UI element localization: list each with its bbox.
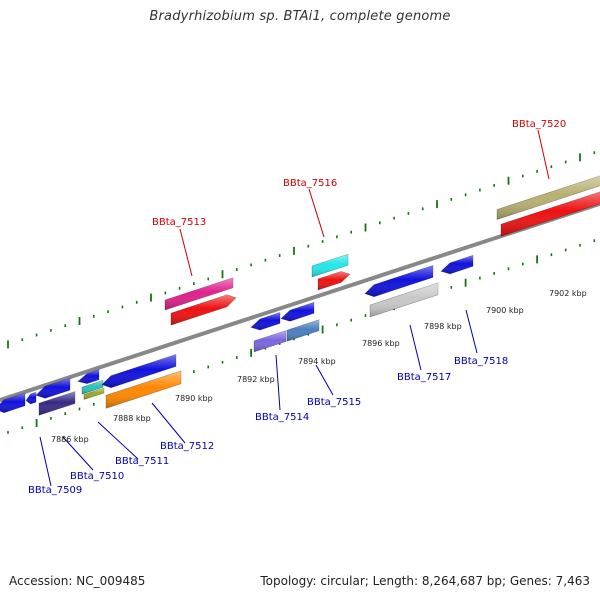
callout-bbta-7516-line <box>308 188 325 238</box>
callout-bbta-7512-label: BBta_7512 <box>160 441 214 452</box>
gene-bbta-7511-b-shading <box>84 388 104 400</box>
callout-bbta-7512-line <box>151 402 186 444</box>
gene-bbta-7517-a-shading <box>365 265 433 297</box>
gene-bbta-7520-cds-shading <box>501 191 600 237</box>
callout-bbta-7510-label: BBta_7510 <box>70 471 124 482</box>
scale-label-7888-kbp: 7888 kbp <box>113 414 151 423</box>
gene-bbta-7516-cds-shading <box>318 271 350 290</box>
gene-bbta-7514-shading <box>254 330 286 352</box>
callout-bbta-7509-label: BBta_7509 <box>28 485 82 496</box>
gene-bbta-7518-shading <box>441 255 473 274</box>
map-title: Bradyrhizobium sp. BTAi1, complete genom… <box>149 9 451 24</box>
callout-bbta-7513-line <box>179 228 193 277</box>
gene-bbta-7515-a-shading <box>281 302 314 322</box>
gene-features <box>0 175 600 416</box>
gene-bbta-7513-cds-shading <box>171 294 236 326</box>
gene-bbta-7510-shading <box>39 391 75 416</box>
scale-label-7890-kbp: 7890 kbp <box>175 394 213 403</box>
scale-label-7886-kbp: 7886 kbp <box>51 435 89 444</box>
scale-label-7900-kbp: 7900 kbp <box>486 306 524 315</box>
callout-bbta-7511-line <box>97 421 139 460</box>
gene-bbta-7508-shading <box>0 392 25 413</box>
callout-bbta-7514-label: BBta_7514 <box>255 412 309 423</box>
callout-bbta-7520-label: BBta_7520 <box>512 119 566 130</box>
gene-bbta-7511-c-shading <box>102 354 176 388</box>
gene-bbta-7514-a-shading <box>251 312 280 330</box>
scale-label-7896-kbp: 7896 kbp <box>362 339 400 348</box>
scale-labels: 7886 kbp 7888 kbp 7890 kbp 7892 kbp 7894 kbp… <box>51 289 587 444</box>
callout-bbta-7520-line <box>537 129 550 180</box>
callout-bbta-7517-line <box>409 324 422 371</box>
gene-bbta-7516-shading <box>312 254 348 277</box>
gene-bbta-7517-shading <box>370 282 438 317</box>
callout-bbta-7518-label: BBta_7518 <box>454 356 508 367</box>
gene-bbta-7509-a-shading <box>26 392 36 404</box>
callout-bbta-7513-label: BBta_7513 <box>152 217 206 228</box>
gene-bbta-7515-shading <box>287 319 319 342</box>
gene-bbta-7512-shading <box>106 370 181 409</box>
gene-bbta-7513-shading <box>165 277 233 310</box>
callout-bbta-7515-line <box>315 364 334 396</box>
callout-bbta-7515-label: BBta_7515 <box>307 397 361 408</box>
gene-bbta-7511-a-shading <box>78 369 99 384</box>
scale-label-7902-kbp: 7902 kbp <box>549 289 587 298</box>
callout-bbta-7516-label: BBta_7516 <box>283 178 337 189</box>
gene-bbta-7520-shading <box>497 175 600 220</box>
gene-label-callouts: BBta_7513 BBta_7516 BBta_7520 BBta_7509 BBta… <box>28 119 566 496</box>
gene-bbta-7509-shading <box>36 378 70 399</box>
scale-label-7892-kbp: 7892 kbp <box>237 375 275 384</box>
callout-bbta-7514-line <box>275 354 281 411</box>
callout-bbta-7510-line <box>62 436 94 471</box>
callout-bbta-7509-line <box>39 436 52 487</box>
callout-bbta-7517-label: BBta_7517 <box>397 372 451 383</box>
callout-bbta-7511-label: BBta_7511 <box>115 456 169 467</box>
genome-summary: Topology: circular; Length: 8,264,687 bp… <box>260 574 590 588</box>
gene-bbta-7511-shading <box>82 380 103 395</box>
callout-bbta-7518-line <box>465 309 478 354</box>
scale-label-7898-kbp: 7898 kbp <box>424 322 462 331</box>
accession-label: Accession: NC_009485 <box>9 574 146 588</box>
scale-label-7894-kbp: 7894 kbp <box>298 357 336 366</box>
